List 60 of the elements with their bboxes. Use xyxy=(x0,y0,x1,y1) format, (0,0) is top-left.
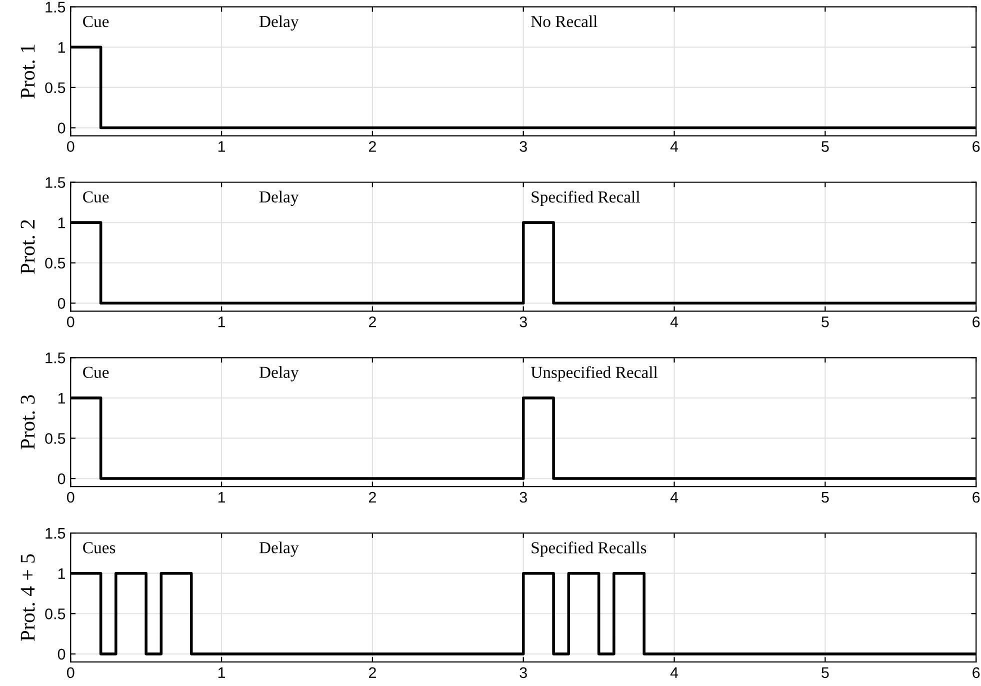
y-axis-title: Prot. 3 xyxy=(20,395,35,450)
y-tick-label: 1.5 xyxy=(46,2,66,13)
y-tick-label: 1 xyxy=(58,42,66,53)
x-tick-label: 1 xyxy=(218,316,226,328)
y-axis-title: Prot. 4 + 5 xyxy=(20,554,35,641)
x-tick-label: 2 xyxy=(368,667,376,678)
x-tick-label: 4 xyxy=(670,492,678,503)
y-tick-label: 0 xyxy=(58,473,66,484)
x-tick-label: 0 xyxy=(66,667,74,678)
x-tick-label: 4 xyxy=(670,316,678,328)
annotation: Cue xyxy=(83,16,109,28)
y-tick-label: 1 xyxy=(58,218,66,228)
x-tick-label: 5 xyxy=(822,141,829,152)
x-tick-label: 2 xyxy=(368,492,376,503)
annotation: No Recall xyxy=(531,15,598,28)
annotation: Unspecified Recall xyxy=(530,366,658,382)
x-tick-label: 3 xyxy=(520,492,527,503)
annotation: Specified Recall xyxy=(532,190,640,206)
x-tick-label: 5 xyxy=(822,667,829,678)
y-axis-title: Prot. 1 xyxy=(20,44,35,99)
x-tick-label: 6 xyxy=(972,141,980,152)
x-tick-label: 5 xyxy=(822,492,829,503)
y-tick-label: 1.5 xyxy=(46,352,66,364)
x-tick-label: 2 xyxy=(368,141,376,152)
y-tick-label: 1.5 xyxy=(46,528,66,539)
x-tick-label: 4 xyxy=(670,667,678,678)
annotation: Delay xyxy=(259,542,299,557)
x-tick-label: 6 xyxy=(972,667,980,678)
x-tick-label: 5 xyxy=(822,316,829,328)
x-tick-label: 3 xyxy=(520,667,527,678)
y-tick-label: 0 xyxy=(58,648,66,660)
x-tick-label: 6 xyxy=(972,492,980,503)
x-tick-label: 0 xyxy=(66,316,74,328)
x-tick-label: 3 xyxy=(520,316,527,328)
y-tick-label: 1 xyxy=(58,568,66,579)
annotation: Delay xyxy=(259,15,299,31)
annotation: Specified Recalls xyxy=(532,542,646,557)
y-tick-label: 0.5 xyxy=(45,258,66,269)
x-tick-label: 0 xyxy=(66,141,74,152)
y-tick-label: 0.5 xyxy=(45,82,66,94)
y-axis-title: Prot. 2 xyxy=(20,220,35,274)
y-tick-label: 0 xyxy=(58,122,66,134)
annotation: Cues xyxy=(83,542,116,554)
x-tick-label: 0 xyxy=(66,492,74,503)
annotation: Cue xyxy=(83,191,109,203)
x-tick-label: 1 xyxy=(218,667,226,678)
annotation: Delay xyxy=(259,366,299,382)
annotation: Cue xyxy=(83,366,109,378)
x-tick-label: 6 xyxy=(972,316,980,328)
y-tick-label: 0 xyxy=(58,298,66,309)
x-tick-label: 3 xyxy=(520,141,527,152)
y-tick-label: 1 xyxy=(58,392,66,404)
annotation: Delay xyxy=(259,190,299,206)
x-tick-label: 1 xyxy=(218,492,226,503)
x-tick-label: 4 xyxy=(670,141,678,152)
y-tick-label: 1.5 xyxy=(46,177,66,188)
x-tick-label: 1 xyxy=(218,141,226,152)
y-tick-label: 0.5 xyxy=(45,433,66,444)
x-tick-label: 2 xyxy=(368,316,376,328)
y-tick-label: 0.5 xyxy=(45,608,66,620)
